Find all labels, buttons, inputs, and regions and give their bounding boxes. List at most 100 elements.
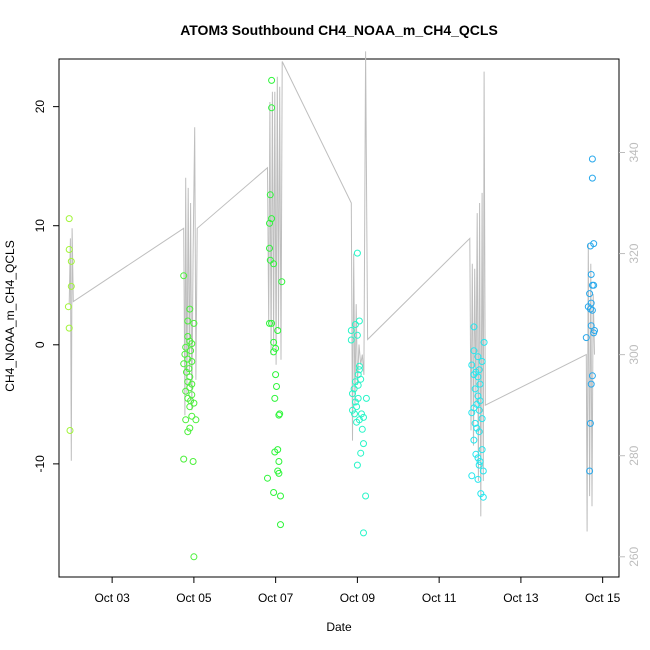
data-point [277, 521, 284, 529]
data-point [353, 331, 361, 339]
data-point [275, 411, 283, 419]
data-point [473, 424, 481, 432]
data-point [476, 458, 484, 465]
right-y-tick-label: 260 [627, 546, 641, 566]
x-tick-label: Oct 07 [258, 591, 294, 605]
data-point [478, 358, 486, 365]
data-point [355, 362, 363, 370]
data-point [65, 215, 73, 223]
data-point [476, 380, 484, 388]
data-point [188, 380, 196, 388]
data-point [468, 472, 476, 480]
data-point [268, 319, 276, 327]
data-point [471, 419, 479, 427]
data-point [353, 249, 361, 257]
data-point [188, 412, 196, 420]
data-point [358, 410, 365, 418]
data-point [588, 281, 596, 289]
data-point [355, 366, 363, 374]
data-point [276, 410, 284, 418]
data-point [189, 458, 197, 465]
data-point [275, 458, 283, 465]
data-point [184, 428, 192, 436]
data-point [64, 303, 72, 311]
data-point [353, 461, 361, 469]
y-axis: -10 0 10 20 [33, 100, 59, 473]
data-point [192, 416, 200, 424]
x-axis: Oct 03 Oct 05 Oct 07 Oct 09 Oct 11 Oct 13 Oct … [94, 577, 621, 605]
data-point [190, 399, 198, 407]
data-point [186, 305, 194, 313]
data-point [479, 493, 487, 501]
data-point [470, 436, 478, 444]
data-point [187, 347, 195, 355]
data-point [270, 338, 278, 346]
data-point [188, 358, 196, 365]
data-point [186, 403, 194, 411]
data-point [357, 449, 365, 457]
data-point [182, 387, 190, 395]
data-point [468, 409, 476, 417]
data-point [475, 406, 483, 414]
data-point [362, 492, 370, 500]
data-point [266, 244, 273, 252]
x-tick-label: Oct 09 [340, 591, 376, 605]
data-point [65, 246, 73, 253]
data-point [587, 322, 595, 330]
data-point [351, 410, 358, 418]
data-point [470, 347, 478, 355]
data-point [272, 344, 280, 352]
data-point [360, 440, 367, 448]
right-y-tick-label: 300 [627, 344, 641, 364]
data-point [588, 306, 596, 314]
data-point [277, 492, 284, 500]
data-point [475, 461, 483, 469]
data-point [268, 104, 276, 112]
data-point [586, 419, 594, 427]
data-point [67, 282, 75, 290]
data-point [588, 155, 596, 163]
data-point [582, 334, 590, 342]
data-point [478, 446, 486, 454]
data-point [358, 425, 366, 433]
y-tick-label: 20 [33, 100, 47, 114]
data-point [350, 385, 358, 393]
chart-title: ATOM3 Southbound CH4_NOAA_m_CH4_QCLS [180, 22, 498, 38]
data-point [351, 321, 359, 328]
data-point [590, 329, 598, 337]
data-point [186, 424, 194, 432]
data-point [586, 290, 594, 298]
data-point [180, 360, 188, 368]
data-point [271, 394, 279, 402]
data-point [273, 383, 280, 390]
x-tick-label: Oct 15 [585, 591, 621, 605]
data-point [270, 260, 278, 268]
plot-area [58, 58, 620, 578]
data-point [349, 390, 356, 398]
data-point [180, 272, 188, 280]
y-axis-label: CH4_NOAA_m_CH4_QCLS [3, 240, 17, 391]
data-point [586, 242, 594, 250]
data-point [587, 271, 595, 278]
data-point [188, 340, 196, 348]
data-point [270, 489, 278, 496]
data-point [275, 469, 283, 477]
data-point [479, 467, 487, 475]
secondary-series [68, 51, 595, 532]
data-point [271, 448, 279, 456]
x-axis-label: Date [326, 620, 352, 634]
data-point [478, 415, 486, 423]
data-point [190, 319, 198, 327]
data-point [468, 361, 476, 369]
data-point [360, 529, 367, 537]
right-y-tick-label: 320 [627, 243, 641, 263]
data-point [347, 327, 355, 334]
data-point [266, 219, 273, 227]
data-point [274, 327, 282, 334]
data-point [278, 278, 286, 286]
data-point [184, 317, 192, 325]
data-point [349, 406, 356, 414]
data-point [474, 475, 482, 483]
data-point [362, 394, 370, 402]
data-point [67, 257, 75, 265]
